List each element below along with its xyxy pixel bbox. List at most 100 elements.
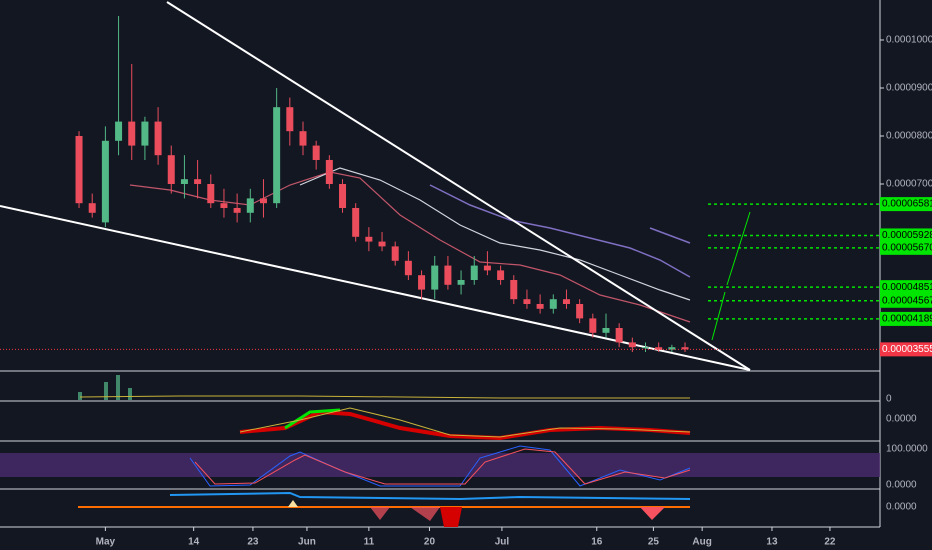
pane-axis-label: 0 [886, 394, 892, 405]
volume-bar [78, 392, 82, 400]
level-label-box [880, 311, 932, 326]
volume-average [79, 395, 690, 399]
last-price-label: 0.00003555 [882, 344, 932, 355]
candle-body [457, 279, 465, 285]
indicator-area [410, 507, 440, 521]
candle-body [128, 121, 136, 146]
candle-body [194, 179, 202, 184]
candle-body [141, 121, 149, 146]
indicator-area [370, 507, 390, 520]
pane-axis-label: 0.0000 [886, 414, 917, 425]
x-tick-label: Jul [495, 537, 510, 548]
volume-bar [116, 375, 120, 400]
candle-body [628, 342, 636, 348]
candle-body [101, 140, 109, 223]
candle-body [391, 246, 399, 261]
x-tick-label: 14 [188, 537, 200, 548]
candle-body [576, 303, 584, 319]
volume-bars [78, 375, 132, 400]
x-tick-label: 16 [591, 537, 603, 548]
y-tick-label: 0.00007000 [886, 179, 932, 190]
indicator-line [169, 491, 691, 501]
level-label: 0.00005670 [882, 242, 932, 253]
candle-body [523, 299, 531, 304]
moving-average [649, 227, 691, 244]
candle-body [562, 299, 570, 304]
level-label-box [880, 197, 932, 212]
indicator-marker [288, 500, 298, 507]
candle-body [207, 183, 215, 204]
trend-line [166, 1, 751, 371]
volume-bar [128, 388, 132, 400]
level-label-box [880, 280, 932, 295]
candle-body [483, 265, 491, 271]
candle-body [615, 327, 623, 343]
candle-body [642, 347, 650, 349]
moving-average [129, 171, 691, 323]
candle-body [286, 107, 294, 132]
level-label-box [880, 228, 932, 243]
candle-body [365, 236, 373, 242]
candle-body [312, 145, 320, 160]
x-tick-label: May [96, 537, 116, 548]
x-tick-label: Jun [298, 537, 316, 548]
candle-body [115, 121, 123, 141]
candle-body [339, 183, 347, 208]
pane-axis-label: 0.0000 [886, 502, 917, 513]
candle-body [510, 279, 518, 300]
x-tick-label: 13 [766, 537, 778, 548]
pane-axis-label: 100.0000 [886, 444, 928, 455]
moving-average [429, 184, 691, 278]
candle-body [602, 327, 610, 333]
indicator-area [440, 507, 462, 527]
candle-body [431, 265, 439, 290]
level-label: 0.00006581 [882, 199, 932, 210]
x-tick-label: 25 [648, 537, 660, 548]
volume-bar [104, 382, 108, 400]
candle-body [273, 107, 281, 204]
rsi-band [0, 453, 880, 477]
oscillator-signal [239, 407, 691, 438]
x-tick-label: 23 [247, 537, 259, 548]
candle-body [299, 131, 307, 146]
indicator-area [640, 507, 665, 520]
candle-body [668, 347, 676, 350]
candle-body [325, 159, 333, 184]
stoch-signal [194, 448, 691, 485]
level-label: 0.00004851 [882, 282, 932, 293]
candle-body [167, 155, 175, 184]
level-label: 0.00004567 [882, 295, 932, 306]
moving-average [299, 167, 691, 301]
level-label: 0.00004189 [882, 314, 932, 325]
level-label-box [880, 293, 932, 308]
x-tick-label: 11 [364, 537, 375, 548]
candle-body [497, 270, 505, 280]
last-price-box [880, 342, 932, 357]
candle-body [75, 135, 83, 204]
level-label: 0.00005928 [882, 230, 932, 241]
trend-line [0, 205, 751, 371]
candle-body [220, 203, 228, 208]
candle-body [589, 318, 597, 333]
candle-body [378, 241, 386, 247]
candle-body [418, 275, 426, 290]
candle-body [470, 265, 478, 280]
candle-body [444, 265, 452, 285]
candle-body [352, 207, 360, 237]
x-tick-label: Aug [692, 537, 711, 548]
candle-body [404, 260, 412, 276]
candle-body [655, 347, 663, 350]
candle-body [154, 121, 162, 156]
x-tick-label: 20 [424, 537, 436, 548]
projection-arrow [711, 291, 726, 341]
level-label-box [880, 240, 932, 255]
candle-body [549, 299, 557, 309]
stoch-line [189, 445, 691, 487]
candle-body [681, 347, 689, 350]
candle-body [180, 179, 188, 184]
